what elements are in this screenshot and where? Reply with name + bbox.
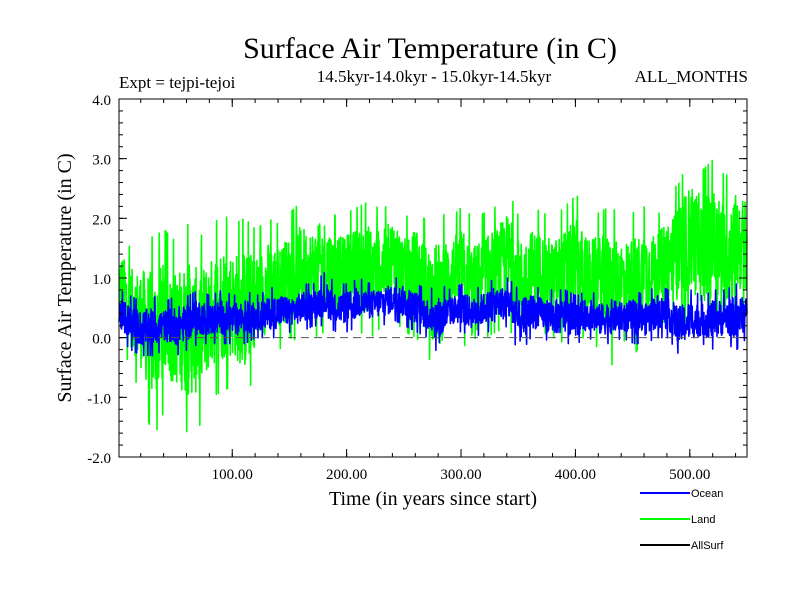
subtitle-right: ALL_MONTHS [635, 67, 748, 86]
legend-label-land: Land [691, 514, 715, 526]
y-tick-label: 3.0 [92, 153, 111, 169]
x-tick-label: 200.00 [326, 467, 367, 483]
x-tick-label: 500.00 [669, 467, 710, 483]
legend-label-allsurf: AllSurf [691, 540, 724, 552]
y-axis-label: Surface Air Temperature (in C) [54, 153, 76, 402]
y-tick-label: -2.0 [87, 451, 111, 467]
series-line-ocean [118, 271, 748, 357]
x-tick-label: 100.00 [212, 467, 253, 483]
plot-frame [118, 98, 748, 458]
x-tick-label: 400.00 [555, 467, 596, 483]
x-axis-label: Time (in years since start) [329, 488, 537, 510]
subtitle-left: Expt = tejpi-tejoi [119, 73, 236, 92]
x-tick-label: 300.00 [440, 467, 481, 483]
y-tick-label: 1.0 [92, 272, 111, 288]
chart-title: Surface Air Temperature (in C) [243, 32, 617, 65]
y-tick-label: 0.0 [92, 332, 111, 348]
y-tick-label: -1.0 [87, 391, 111, 407]
y-tick-label: 2.0 [92, 212, 111, 228]
y-tick-label: 4.0 [92, 93, 111, 109]
legend: Ocean Land AllSurf [640, 488, 724, 552]
axes: -2.0 -1.0 0.0 1.0 2.0 3.0 4.0 100.00 200.00 300.0… [87, 93, 747, 483]
series-layer [118, 159, 748, 433]
legend-label-ocean: Ocean [691, 488, 723, 500]
subtitle-center: 14.5kyr-14.0kyr - 15.0kyr-14.5kyr [317, 67, 552, 86]
